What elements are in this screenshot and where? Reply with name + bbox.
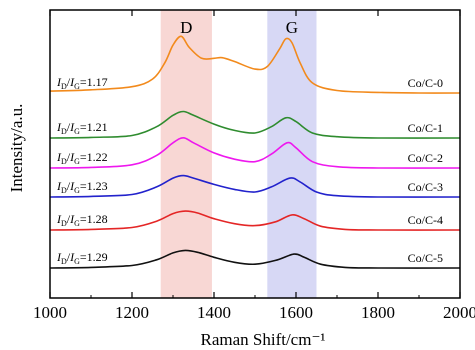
ratio-label: ID/IG=1.17 (56, 75, 108, 91)
series-line-4 (49, 210, 461, 231)
series-labels: Co/C-0 Co/C-1 Co/C-2 Co/C-3 Co/C-4 Co/C-5 (408, 76, 443, 265)
y-axis-title: Intensity/a.u. (7, 104, 26, 193)
series-line-1 (49, 110, 461, 139)
ratio-label: ID/IG=1.23 (56, 179, 108, 195)
ratio-labels: ID/IG=1.17 ID/IG=1.21 ID/IG=1.22 ID/IG=1.23… (56, 75, 108, 266)
band-g-label: G (286, 18, 298, 37)
plot-frame (49, 9, 461, 299)
series-name-label: Co/C-2 (408, 151, 443, 165)
ratio-label: ID/IG=1.28 (56, 212, 108, 228)
ratio-label: ID/IG=1.21 (56, 120, 108, 136)
x-tick-label: 1800 (361, 303, 395, 322)
x-tick-label: 1400 (197, 303, 231, 322)
series-name-label: Co/C-1 (408, 121, 443, 135)
series-name-label: Co/C-4 (408, 213, 443, 227)
series-name-label: Co/C-3 (408, 180, 443, 194)
series-line-3 (49, 174, 461, 198)
x-axis: 1000 1200 1400 1600 1800 2000 (33, 10, 475, 322)
x-tick-label: 1600 (279, 303, 313, 322)
x-tick-label: 1000 (33, 303, 67, 322)
x-tick-label: 2000 (443, 303, 475, 322)
series-line-0 (49, 35, 461, 94)
series-line-2 (49, 136, 461, 169)
bands-layer (160, 10, 317, 298)
x-axis-title: Raman Shift/cm⁻¹ (200, 330, 325, 349)
band-d-label: D (180, 18, 192, 37)
ratio-label: ID/IG=1.22 (56, 150, 108, 166)
series-line-5 (49, 249, 461, 269)
series-name-label: Co/C-0 (408, 76, 443, 90)
band-g (267, 10, 317, 298)
ratio-label: ID/IG=1.29 (56, 250, 108, 266)
series-name-label: Co/C-5 (408, 251, 443, 265)
x-tick-label: 1200 (115, 303, 149, 322)
series-layer (49, 35, 461, 269)
